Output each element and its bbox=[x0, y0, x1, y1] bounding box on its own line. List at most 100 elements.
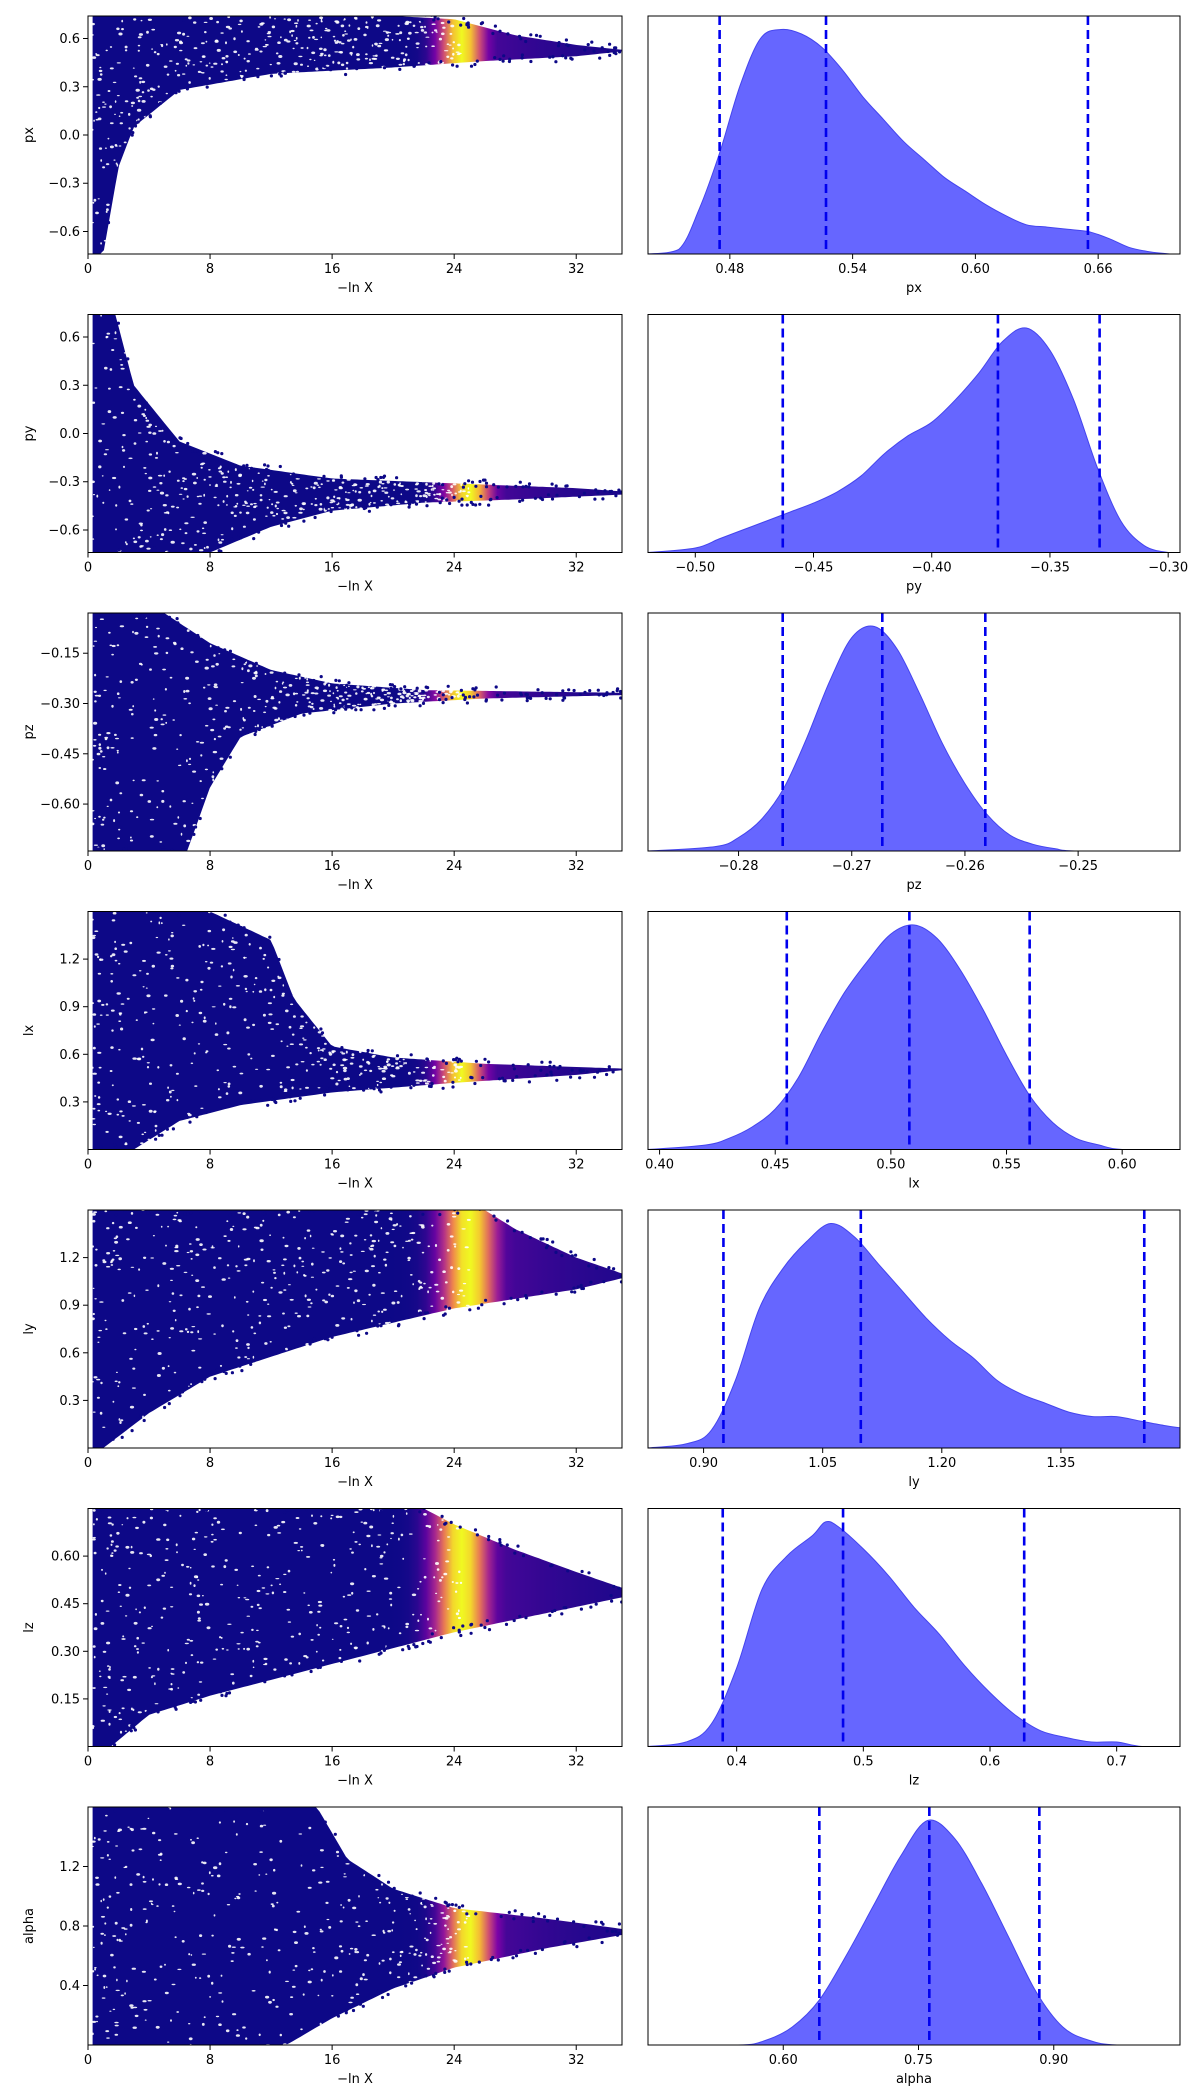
y-axis-label: py bbox=[22, 425, 37, 441]
posterior-area bbox=[648, 28, 1180, 254]
posterior-axes-frame bbox=[647, 15, 1181, 255]
x-tick-label: 24 bbox=[446, 561, 463, 576]
x-axis-label: ly bbox=[908, 1475, 920, 1490]
x-tick-label: 32 bbox=[568, 561, 585, 576]
y-axis-label: px bbox=[22, 127, 37, 143]
x-tick-label: −0.26 bbox=[945, 859, 985, 874]
posterior-area bbox=[648, 327, 1180, 553]
trace-points-alpha bbox=[92, 1807, 622, 2045]
x-tick-label: 32 bbox=[568, 262, 585, 277]
x-tick-label: 16 bbox=[324, 1158, 341, 1173]
trace-points-lz bbox=[92, 1508, 622, 1747]
x-tick-label: 32 bbox=[568, 1158, 585, 1173]
y-tick-label: 0.45 bbox=[51, 1597, 80, 1612]
y-tick-label: −0.3 bbox=[48, 475, 80, 490]
x-tick-label: 0.5 bbox=[853, 1755, 874, 1770]
posterior-density-lz bbox=[648, 1520, 1180, 1747]
posterior-area bbox=[648, 924, 1180, 1150]
y-axis-label: lz bbox=[22, 1622, 37, 1633]
posterior-density-py bbox=[648, 327, 1180, 553]
x-tick-label: 0.50 bbox=[876, 1158, 905, 1173]
posterior-density-px bbox=[648, 28, 1180, 254]
x-tick-label: 1.05 bbox=[808, 1456, 837, 1471]
x-tick-label: 0.60 bbox=[769, 2053, 798, 2068]
x-tick-label: 0.54 bbox=[838, 262, 867, 277]
trace-cloud bbox=[90, 613, 622, 851]
posterior-area bbox=[648, 625, 1180, 851]
posterior-density-alpha bbox=[648, 1819, 1180, 2045]
trace-panel-px: 0 8 16 24 32 −0.6 −0.3 0.0 0.3 0.6 −ln X px bbox=[22, 15, 623, 296]
posterior-panel-ly: 0.90 1.05 1.20 1.35 ly bbox=[647, 1209, 1181, 1490]
x-tick-label: 32 bbox=[568, 1456, 585, 1471]
x-tick-label: −0.28 bbox=[719, 859, 759, 874]
y-tick-label: −0.60 bbox=[40, 798, 80, 813]
trace-axes-frame bbox=[87, 1209, 623, 1449]
x-axis-label: −ln X bbox=[337, 1774, 373, 1789]
x-tick-label: 0.90 bbox=[689, 1456, 718, 1471]
trace-axes-frame bbox=[87, 612, 623, 852]
y-tick-label: 1.2 bbox=[59, 953, 80, 968]
x-tick-label: 0.55 bbox=[992, 1158, 1021, 1173]
trace-panel-lz: 0 8 16 24 32 0.15 0.30 0.45 0.60 −ln X lz bbox=[22, 1508, 623, 1789]
posterior-panel-alpha: 0.60 0.75 0.90 alpha bbox=[647, 1806, 1181, 2087]
x-tick-label: −0.45 bbox=[794, 561, 834, 576]
x-tick-label: 32 bbox=[568, 2053, 585, 2068]
x-tick-label: 16 bbox=[324, 262, 341, 277]
x-axis-label: lz bbox=[909, 1774, 920, 1789]
x-tick-label: 16 bbox=[324, 859, 341, 874]
trace-gaps bbox=[91, 16, 462, 245]
trace-panel-alpha: 0 8 16 24 32 0.4 0.8 1.2 −ln X alpha bbox=[22, 1806, 623, 2087]
x-tick-label: 0.48 bbox=[715, 262, 744, 277]
trace-panel-pz: 0 8 16 24 32 −0.60 −0.45 −0.30 −0.15 −ln X pz bbox=[22, 612, 623, 893]
x-tick-label: 8 bbox=[206, 262, 214, 277]
x-tick-label: −0.35 bbox=[1030, 561, 1070, 576]
y-tick-label: −0.6 bbox=[48, 523, 80, 538]
trace-cloud bbox=[91, 911, 622, 1150]
posterior-panel-lx: 0.40 0.45 0.50 0.55 0.60 lx bbox=[645, 911, 1181, 1192]
y-tick-label: 0.4 bbox=[59, 1979, 80, 1994]
trace-panel-lx: 0 8 16 24 32 0.3 0.6 0.9 1.2 −ln X lx bbox=[22, 911, 623, 1192]
trace-cloud bbox=[90, 1508, 622, 1747]
trace-points-px bbox=[92, 16, 622, 254]
y-tick-label: 0.0 bbox=[59, 129, 80, 144]
x-tick-label: −0.30 bbox=[1148, 561, 1188, 576]
posterior-area bbox=[648, 1222, 1180, 1448]
x-tick-label: −0.27 bbox=[832, 859, 872, 874]
posterior-axes-frame bbox=[647, 314, 1181, 553]
posterior-density-pz bbox=[648, 625, 1180, 851]
x-tick-label: 0.75 bbox=[904, 2053, 933, 2068]
x-tick-label: 16 bbox=[324, 1456, 341, 1471]
x-tick-label: 0 bbox=[84, 1456, 92, 1471]
x-tick-label: 0 bbox=[84, 1755, 92, 1770]
trace-axes-frame bbox=[87, 911, 623, 1150]
y-tick-label: 1.2 bbox=[59, 1251, 80, 1266]
x-tick-label: 24 bbox=[446, 1158, 463, 1173]
x-axis-label: −ln X bbox=[337, 281, 373, 296]
x-tick-label: 8 bbox=[206, 1755, 214, 1770]
trace-panel-py: 0 8 16 24 32 −0.6 −0.3 0.0 0.3 0.6 −ln X py bbox=[22, 314, 623, 595]
y-tick-label: 0.9 bbox=[59, 1000, 80, 1015]
trace-points-py bbox=[92, 314, 622, 553]
x-tick-label: 0 bbox=[84, 859, 92, 874]
y-axis-label: alpha bbox=[22, 1908, 37, 1944]
posterior-axes-frame bbox=[647, 911, 1181, 1150]
x-tick-label: 0.60 bbox=[1108, 1158, 1137, 1173]
posterior-axes-frame bbox=[647, 612, 1181, 852]
x-tick-label: −0.25 bbox=[1058, 859, 1098, 874]
y-tick-label: 0.15 bbox=[51, 1692, 80, 1707]
trace-cloud bbox=[90, 1210, 622, 1448]
posterior-panel-px: 0.48 0.54 0.60 0.66 px bbox=[647, 15, 1181, 296]
posterior-axes-frame bbox=[647, 1508, 1181, 1747]
y-tick-label: 0.30 bbox=[51, 1645, 80, 1660]
x-axis-label: −ln X bbox=[337, 1475, 373, 1490]
x-tick-label: 0.45 bbox=[761, 1158, 790, 1173]
y-tick-label: 0.6 bbox=[59, 1346, 80, 1361]
trace-gaps bbox=[91, 314, 471, 553]
x-tick-label: 24 bbox=[446, 859, 463, 874]
y-tick-label: −0.15 bbox=[40, 647, 80, 662]
posterior-panel-py: −0.50 −0.45 −0.40 −0.35 −0.30 py bbox=[647, 314, 1188, 595]
x-tick-label: 32 bbox=[568, 1755, 585, 1770]
x-tick-label: 1.35 bbox=[1046, 1456, 1075, 1471]
